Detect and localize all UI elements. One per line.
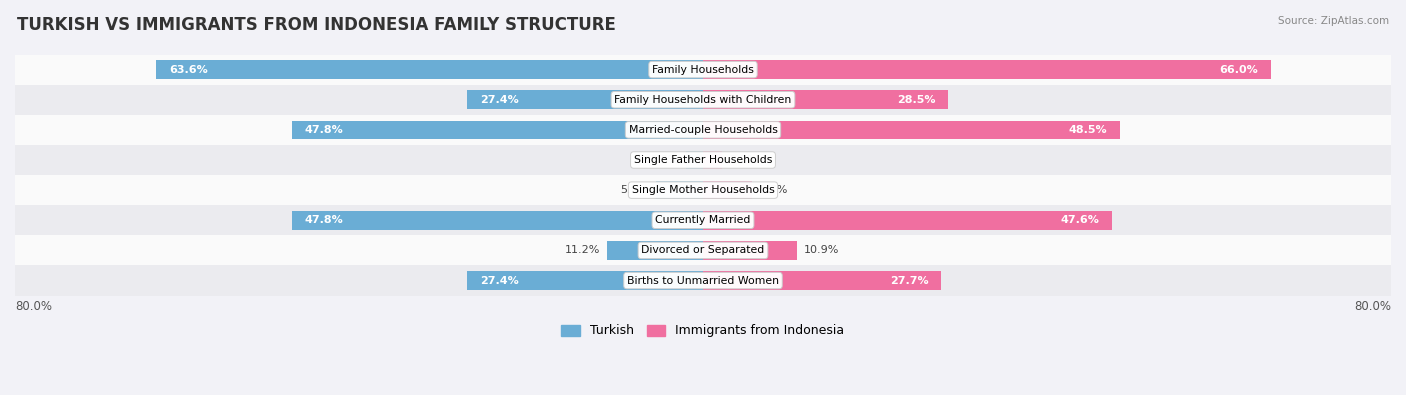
Bar (156, 60, 703, 79)
Legend: Turkish, Immigrants from Indonesia: Turkish, Immigrants from Indonesia (557, 320, 849, 342)
Bar (686, 150, 703, 169)
Bar (703, 150, 721, 169)
Text: 47.6%: 47.6% (1060, 215, 1099, 225)
Bar (606, 241, 703, 260)
Text: 27.4%: 27.4% (481, 276, 519, 286)
Text: 48.5%: 48.5% (1069, 125, 1107, 135)
Text: 28.5%: 28.5% (897, 95, 935, 105)
Text: Currently Married: Currently Married (655, 215, 751, 225)
Text: Family Households: Family Households (652, 64, 754, 75)
Bar (703, 271, 941, 290)
Bar (703, 241, 797, 260)
Text: 2.2%: 2.2% (728, 155, 758, 165)
Text: 66.0%: 66.0% (1219, 64, 1258, 75)
Text: Divorced or Separated: Divorced or Separated (641, 245, 765, 256)
Bar (15, 85, 1391, 115)
Bar (15, 205, 1391, 235)
Text: 47.8%: 47.8% (305, 125, 343, 135)
Bar (703, 60, 1271, 79)
Bar (15, 145, 1391, 175)
Text: 80.0%: 80.0% (1354, 300, 1391, 313)
Bar (703, 211, 1112, 229)
Text: 11.2%: 11.2% (564, 245, 600, 256)
Bar (15, 265, 1391, 295)
Text: Family Households with Children: Family Households with Children (614, 95, 792, 105)
Text: Source: ZipAtlas.com: Source: ZipAtlas.com (1278, 16, 1389, 26)
Bar (15, 175, 1391, 205)
Text: 63.6%: 63.6% (169, 64, 208, 75)
Bar (15, 115, 1391, 145)
Bar (467, 271, 703, 290)
Text: 5.5%: 5.5% (620, 185, 648, 195)
Bar (703, 120, 1121, 139)
Bar (15, 235, 1391, 265)
Bar (703, 90, 948, 109)
Bar (292, 120, 703, 139)
Text: 47.8%: 47.8% (305, 215, 343, 225)
Text: Single Mother Households: Single Mother Households (631, 185, 775, 195)
Text: 2.0%: 2.0% (651, 155, 679, 165)
Text: 5.7%: 5.7% (759, 185, 787, 195)
Bar (467, 90, 703, 109)
Bar (15, 55, 1391, 85)
Text: Single Father Households: Single Father Households (634, 155, 772, 165)
Bar (655, 181, 703, 199)
Bar (703, 181, 752, 199)
Text: 10.9%: 10.9% (804, 245, 839, 256)
Text: 27.4%: 27.4% (481, 95, 519, 105)
Text: Births to Unmarried Women: Births to Unmarried Women (627, 276, 779, 286)
Text: 80.0%: 80.0% (15, 300, 52, 313)
Text: Married-couple Households: Married-couple Households (628, 125, 778, 135)
Text: TURKISH VS IMMIGRANTS FROM INDONESIA FAMILY STRUCTURE: TURKISH VS IMMIGRANTS FROM INDONESIA FAM… (17, 16, 616, 34)
Bar (292, 211, 703, 229)
Text: 27.7%: 27.7% (890, 276, 928, 286)
